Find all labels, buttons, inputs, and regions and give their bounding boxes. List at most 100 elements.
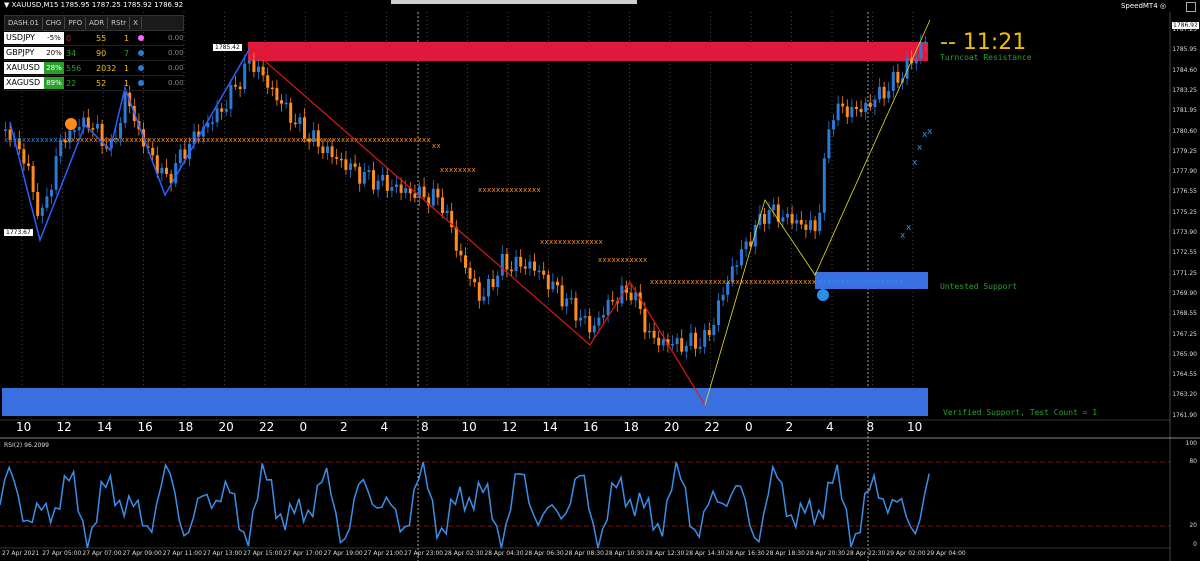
candle-body	[606, 299, 610, 316]
candle-body	[280, 100, 283, 104]
candle-body	[8, 129, 12, 141]
dashboard-value: 0.00	[168, 34, 184, 42]
countdown-timer: -- 11:21	[940, 30, 1027, 55]
dashboard-row[interactable]: XAUUSD 28% 556 2032 1 0.00	[4, 61, 184, 76]
time-tick: 27 Apr 13:00	[203, 550, 243, 557]
header-rstr[interactable]: RStr	[108, 17, 131, 29]
dashboard-row[interactable]: USDJPY -5% 0 55 1 0.00	[4, 31, 184, 46]
candle-body	[528, 261, 532, 269]
x-mark: x	[540, 238, 544, 246]
hour-tick: 16	[137, 420, 153, 434]
hour-tick: 16	[583, 420, 599, 434]
dashboard-row[interactable]: GBPJPY 20% 34 90 7 0.00	[4, 46, 184, 61]
price-tick: 1773.90	[1172, 229, 1197, 236]
x-mark: x	[599, 238, 603, 246]
candle-body	[482, 296, 486, 301]
candle-body	[174, 163, 178, 184]
x-mark: x	[718, 278, 722, 286]
x-mark: x	[18, 136, 22, 144]
time-tick: 27 Apr 21:00	[363, 550, 403, 557]
header-chg[interactable]: CHG	[43, 17, 66, 29]
price-tick: 1768.55	[1172, 310, 1197, 318]
candle-body	[836, 103, 840, 121]
candle-body	[86, 117, 90, 129]
hour-tick: 8	[421, 420, 429, 434]
candle-body	[464, 255, 467, 268]
candle-body	[657, 337, 661, 346]
x-mark: x	[359, 136, 363, 144]
dashboard-close-button[interactable]: X	[130, 17, 142, 29]
candle-body	[155, 155, 159, 174]
candle-body	[404, 188, 408, 193]
candle-body	[905, 58, 909, 79]
x-mark: x	[567, 238, 571, 246]
x-mark: x	[148, 136, 152, 144]
x-mark: x	[432, 142, 436, 150]
dashboard-row[interactable]: XAGUSD 89% 22 52 1 0.00	[4, 76, 184, 91]
header-pfo[interactable]: PFO	[65, 17, 87, 29]
candle-body	[224, 108, 228, 112]
x-mark: x	[563, 238, 567, 246]
candle-body	[491, 279, 495, 288]
hour-tick: 20	[218, 420, 234, 434]
price-tick: 1769.90	[1172, 289, 1197, 297]
candle-body	[27, 163, 30, 166]
candle-body	[77, 126, 81, 131]
candle-body	[215, 108, 219, 123]
candle-body	[763, 213, 766, 224]
x-mark: x	[139, 136, 143, 144]
x-mark: x	[845, 278, 849, 286]
x-mark: x	[572, 238, 576, 246]
candle-body	[339, 158, 343, 161]
time-tick: 27 Apr 09:00	[122, 550, 162, 557]
dashboard-panel: DASH.01 CHG PFO ADR RStr X USDJPY -5% 0 55 1…	[4, 15, 184, 91]
dashboard-chg: -5%	[44, 32, 64, 44]
price-tick: 1783.25	[1172, 86, 1197, 94]
candle-body	[689, 332, 693, 346]
x-mark: x	[134, 136, 138, 144]
price-tick: 1767.25	[1172, 330, 1197, 338]
candle-body	[924, 41, 927, 44]
dashboard-value: 0.00	[168, 79, 184, 87]
price-tick: 1761.90	[1172, 411, 1197, 419]
x-mark: x	[621, 256, 625, 264]
window-close-icon[interactable]	[1186, 2, 1196, 12]
dashboard-tab[interactable]: DASH.01	[5, 17, 43, 29]
candle-body	[887, 90, 891, 99]
x-mark: x	[45, 136, 49, 144]
candle-body	[744, 241, 748, 250]
candle-body	[123, 92, 127, 123]
x-mark: x	[872, 278, 876, 286]
time-tick: 28 Apr 02:30	[444, 550, 484, 557]
x-mark: x	[554, 238, 558, 246]
x-mark: x	[80, 136, 84, 144]
x-mark: x	[598, 256, 602, 264]
x-mark: x	[206, 136, 210, 144]
x-mark: x	[22, 136, 26, 144]
price-tick: 1772.55	[1172, 249, 1197, 257]
blue-marker	[817, 289, 829, 301]
candle-body	[684, 345, 688, 352]
header-adr[interactable]: ADR	[86, 17, 109, 29]
candle-body	[385, 174, 389, 191]
x-mark: x	[758, 278, 762, 286]
hour-tick: 2	[785, 420, 794, 434]
x-mark: x	[413, 136, 417, 144]
x-mark: x	[492, 186, 496, 194]
candle-body	[638, 292, 642, 309]
candle-body	[496, 275, 500, 288]
dashboard-pfo: 22	[66, 78, 77, 88]
hour-tick: 14	[542, 420, 558, 434]
candle-body	[542, 270, 546, 275]
x-mark: x	[9, 136, 13, 144]
x-mark: x	[722, 278, 726, 286]
low-price-tag: 1773.67	[4, 229, 33, 236]
x-mark: x	[404, 136, 408, 144]
x-mark: x	[514, 186, 518, 194]
candle-body	[436, 188, 440, 198]
x-mark: x	[89, 136, 93, 144]
x-mark: x	[510, 186, 514, 194]
candle-body	[505, 254, 509, 270]
candle-body	[473, 278, 477, 283]
